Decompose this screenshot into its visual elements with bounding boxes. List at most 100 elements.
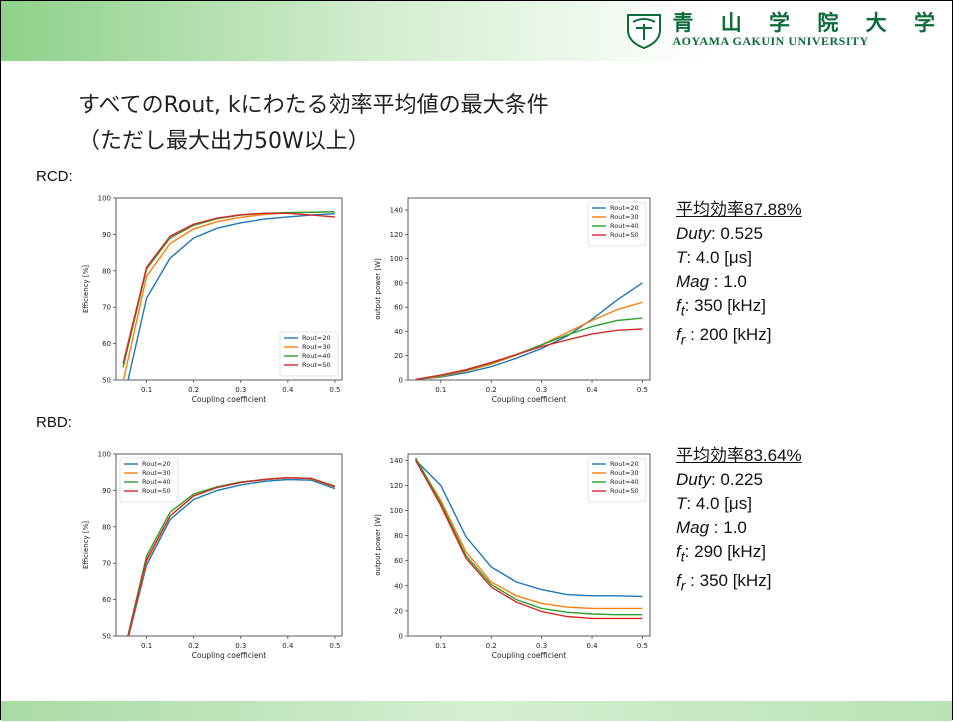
x-tick-label: 0.4	[586, 642, 598, 650]
series-line-rout-50	[122, 212, 335, 364]
x-tick-label: 0.3	[536, 386, 547, 394]
legend-label: Rout=20	[142, 460, 171, 468]
legend-label: Rout=40	[142, 478, 171, 486]
legend-label: Rout=40	[610, 478, 639, 486]
section-label-rcd: RCD:	[36, 168, 73, 185]
y-tick-label: 90	[102, 231, 111, 239]
y-tick-label: 0	[399, 633, 403, 641]
x-tick-label: 0.3	[235, 642, 246, 650]
legend-label: Rout=50	[610, 487, 639, 495]
series-line-rout-40	[414, 457, 643, 616]
x-tick-label: 0.2	[188, 386, 199, 394]
series-line-rout-20	[127, 478, 336, 636]
y-tick-label: 40	[394, 582, 403, 590]
y-tick-label: 50	[102, 377, 111, 385]
y-tick-label: 20	[394, 607, 403, 615]
logo-japanese-name: 青 山 学 院 大 学	[672, 9, 945, 35]
y-tick-label: 70	[102, 304, 111, 312]
y-axis-label: output power [W]	[374, 258, 382, 320]
series-line-rout-50	[415, 328, 643, 380]
x-tick-label: 0.4	[282, 642, 294, 650]
legend-label: Rout=50	[610, 231, 639, 239]
rbd-parameters: 平均効率83.64% Duty: 0.225 T: 4.0 [μs] Mag :…	[676, 444, 802, 599]
y-tick-label: 60	[102, 340, 111, 348]
series-line-rout-20	[415, 282, 643, 380]
rbd-duty: Duty: 0.225	[676, 470, 763, 489]
rbd-average-efficiency: 平均効率83.64%	[676, 446, 802, 465]
x-tick-label: 0.5	[329, 642, 340, 650]
y-tick-label: 100	[390, 255, 403, 263]
chart-rbd-output-power: 0.1 0.2 0.3 0.4 0.5 0 20 40 60 80 100 120 140 Couplin…	[374, 453, 651, 660]
x-tick-label: 0.2	[486, 386, 497, 394]
title-line-2: （ただし最大出力50W以上）	[78, 129, 370, 154]
crest-icon	[627, 14, 662, 50]
logo-english-name: AOYAMA GAKUIN UNIVERSITY	[672, 33, 869, 48]
y-tick-label: 50	[102, 633, 111, 641]
y-tick-label: 90	[102, 487, 111, 495]
y-tick-label: 60	[394, 557, 403, 565]
legend-label: Rout=40	[610, 222, 639, 230]
legend-label: Rout=20	[610, 204, 639, 212]
y-tick-label: 20	[394, 352, 403, 360]
rbd-mag: Mag : 1.0	[676, 518, 747, 537]
legend-label: Rout=40	[302, 352, 331, 360]
y-axis-label: Efficiency [%]	[82, 265, 90, 313]
legend-label: Rout=30	[610, 469, 639, 477]
series-line-rout-20	[127, 213, 335, 380]
x-tick-label: 0.4	[586, 386, 598, 394]
series-line-rout-30	[415, 458, 643, 610]
footer-band	[1, 701, 952, 721]
legend-label: Rout=30	[142, 469, 171, 477]
y-tick-label: 60	[394, 304, 403, 312]
y-tick-label: 80	[102, 523, 111, 531]
rcd-average-efficiency: 平均効率87.88%	[676, 200, 802, 219]
rcd-ft: ft: 350 [kHz]	[676, 296, 766, 320]
y-tick-label: 120	[390, 482, 403, 490]
x-tick-label: 0.2	[188, 642, 199, 650]
y-tick-label: 80	[102, 267, 111, 275]
x-tick-label: 0.1	[435, 386, 446, 394]
x-tick-label: 0.5	[637, 386, 648, 394]
y-tick-label: 100	[390, 507, 403, 515]
y-axis-label: Efficiency [%]	[82, 521, 90, 569]
y-tick-label: 40	[394, 328, 403, 336]
rcd-mag: Mag : 1.0	[676, 272, 747, 291]
series-line-rout-50	[414, 459, 643, 620]
x-axis-label: Coupling coefficient	[192, 651, 267, 660]
rcd-duty: Duty: 0.525	[676, 224, 763, 243]
y-tick-label: 60	[102, 596, 111, 604]
x-tick-label: 0.5	[637, 642, 648, 650]
y-tick-label: 80	[394, 532, 403, 540]
series-line-rout-50	[127, 476, 336, 636]
y-tick-label: 120	[390, 231, 403, 239]
header-band	[1, 1, 952, 61]
chart-rcd-efficiency: 0.1 0.2 0.3 0.4 0.5 50 60 70 80 90 100 Coupling coe…	[82, 195, 343, 404]
section-label-rbd: RBD:	[36, 414, 72, 431]
rcd-period: T: 4.0 [μs]	[676, 248, 752, 267]
rbd-ft: ft: 290 [kHz]	[676, 542, 766, 566]
x-tick-label: 0.4	[282, 386, 294, 394]
y-tick-label: 80	[394, 279, 403, 287]
x-tick-label: 0.3	[235, 386, 246, 394]
university-logo: 青 山 学 院 大 学 AOYAMA GAKUIN UNIVERSITY	[624, 10, 945, 50]
y-tick-label: 140	[390, 207, 403, 215]
legend-label: Rout=20	[302, 334, 331, 342]
rbd-fr: fr : 350 [kHz]	[676, 571, 772, 595]
y-axis-label: output power [W]	[374, 514, 382, 576]
series-line-rout-20	[415, 459, 643, 598]
x-tick-label: 0.1	[141, 642, 152, 650]
title-line-1: すべてのRout, kにわたる効率平均値の最大条件	[78, 93, 549, 118]
legend-label: Rout=50	[142, 487, 171, 495]
chart-rcd-output-power: 0.1 0.2 0.3 0.4 0.5 0 20 40 60 80 100 120 140 Couplin…	[374, 197, 651, 404]
legend-label: Rout=30	[610, 213, 639, 221]
x-tick-label: 0.2	[486, 642, 497, 650]
y-tick-label: 100	[98, 451, 111, 459]
y-tick-label: 0	[399, 377, 403, 385]
x-tick-label: 0.3	[536, 642, 547, 650]
x-tick-label: 0.1	[435, 642, 446, 650]
x-axis-label: Coupling coefficient	[192, 395, 267, 404]
x-tick-label: 0.1	[141, 386, 152, 394]
y-tick-label: 100	[98, 195, 111, 203]
y-tick-label: 140	[390, 457, 403, 465]
rcd-parameters: 平均効率87.88% Duty: 0.525 T: 4.0 [μs] Mag :…	[676, 198, 802, 353]
